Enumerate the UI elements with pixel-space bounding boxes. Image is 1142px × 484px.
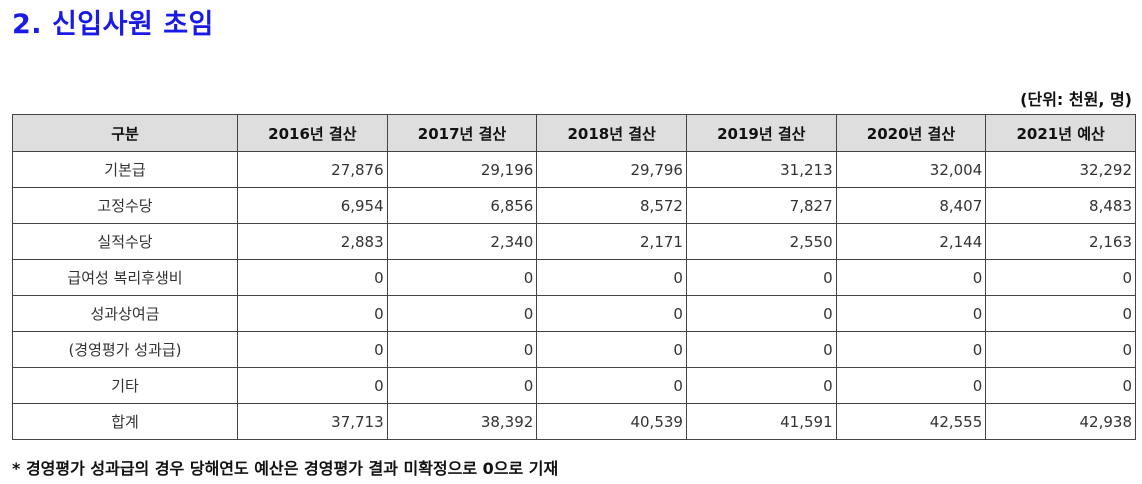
row-label: 고정수당: [12, 187, 238, 224]
row-label: 합계: [12, 403, 238, 440]
header-2019: 2019년 결산: [685, 114, 837, 152]
cell-value: 0: [985, 367, 1136, 404]
cell-value: 0: [835, 259, 987, 296]
unit-note: (단위: 천원, 명): [1020, 90, 1132, 109]
table-row: 기본급 27,876 29,196 29,796 31,213 32,004 3…: [12, 151, 1136, 188]
table-row: 고정수당 6,954 6,856 8,572 7,827 8,407 8,483: [12, 187, 1136, 224]
cell-value: 6,856: [386, 187, 538, 224]
cell-value: 0: [835, 367, 987, 404]
row-label: 급여성 복리후생비: [12, 259, 238, 296]
footnote: * 경영평가 성과급의 경우 당해연도 예산은 경영평가 결과 미확정으로 0으…: [12, 459, 559, 478]
cell-value: 32,292: [985, 151, 1136, 188]
cell-value: 0: [237, 367, 388, 404]
cell-value: 2,340: [386, 223, 538, 260]
table-row: 실적수당 2,883 2,340 2,171 2,550 2,144 2,163: [12, 223, 1136, 260]
table-row: (경영평가 성과급) 0 0 0 0 0 0: [12, 331, 1136, 368]
cell-value: 42,938: [985, 403, 1136, 440]
cell-value: 0: [685, 367, 837, 404]
cell-value: 0: [985, 259, 1136, 296]
table-row-total: 합계 37,713 38,392 40,539 41,591 42,555 42…: [12, 403, 1136, 440]
cell-value: 29,796: [536, 151, 687, 188]
cell-value: 31,213: [685, 151, 837, 188]
cell-value: 0: [985, 331, 1136, 368]
cell-value: 8,483: [985, 187, 1136, 224]
cell-value: 0: [536, 259, 687, 296]
page-title: 2. 신입사원 초임: [12, 9, 214, 40]
row-label: 기타: [12, 367, 238, 404]
header-2018: 2018년 결산: [536, 114, 687, 152]
cell-value: 32,004: [835, 151, 987, 188]
row-label: 기본급: [12, 151, 238, 188]
cell-value: 38,392: [386, 403, 538, 440]
cell-value: 2,163: [985, 223, 1136, 260]
cell-value: 0: [835, 331, 987, 368]
cell-value: 29,196: [386, 151, 538, 188]
cell-value: 8,407: [835, 187, 987, 224]
cell-value: 0: [685, 295, 837, 332]
cell-value: 27,876: [237, 151, 388, 188]
cell-value: 2,883: [237, 223, 388, 260]
cell-value: 0: [237, 259, 388, 296]
cell-value: 0: [536, 295, 687, 332]
table-header-row: 구분 2016년 결산 2017년 결산 2018년 결산 2019년 결산 2…: [12, 114, 1136, 152]
cell-value: 8,572: [536, 187, 687, 224]
cell-value: 0: [386, 295, 538, 332]
cell-value: 0: [237, 295, 388, 332]
cell-value: 6,954: [237, 187, 388, 224]
cell-value: 42,555: [835, 403, 987, 440]
header-2016: 2016년 결산: [237, 114, 388, 152]
header-2021: 2021년 예산: [985, 114, 1136, 152]
cell-value: 2,171: [536, 223, 687, 260]
header-2020: 2020년 결산: [835, 114, 987, 152]
table-row: 급여성 복리후생비 0 0 0 0 0 0: [12, 259, 1136, 296]
cell-value: 37,713: [237, 403, 388, 440]
cell-value: 0: [685, 331, 837, 368]
table-row: 기타 0 0 0 0 0 0: [12, 367, 1136, 404]
cell-value: 40,539: [536, 403, 687, 440]
row-label: 성과상여금: [12, 295, 238, 332]
cell-value: 0: [536, 367, 687, 404]
cell-value: 0: [386, 259, 538, 296]
table-row: 성과상여금 0 0 0 0 0 0: [12, 295, 1136, 332]
header-2017: 2017년 결산: [386, 114, 538, 152]
cell-value: 0: [685, 259, 837, 296]
cell-value: 7,827: [685, 187, 837, 224]
cell-value: 2,144: [835, 223, 987, 260]
row-label: (경영평가 성과급): [12, 331, 238, 368]
cell-value: 0: [386, 367, 538, 404]
cell-value: 0: [536, 331, 687, 368]
salary-table: 구분 2016년 결산 2017년 결산 2018년 결산 2019년 결산 2…: [12, 114, 1136, 440]
cell-value: 41,591: [685, 403, 837, 440]
cell-value: 0: [835, 295, 987, 332]
cell-value: 0: [237, 331, 388, 368]
cell-value: 0: [386, 331, 538, 368]
cell-value: 0: [985, 295, 1136, 332]
cell-value: 2,550: [685, 223, 837, 260]
row-label: 실적수당: [12, 223, 238, 260]
header-category: 구분: [12, 114, 238, 152]
